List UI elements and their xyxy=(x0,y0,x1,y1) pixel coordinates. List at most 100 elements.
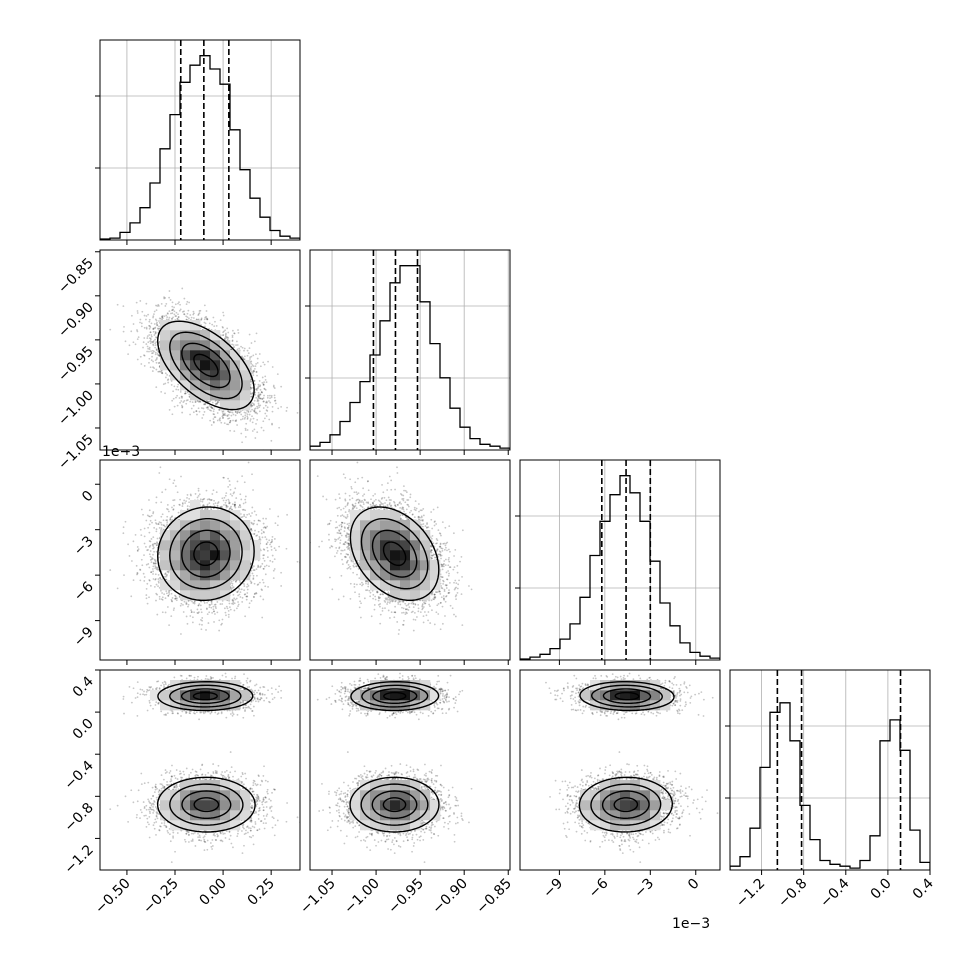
scatter-point xyxy=(236,410,239,412)
scatter-point xyxy=(250,387,252,390)
scatter-point xyxy=(152,344,155,347)
scatter-point xyxy=(218,409,221,411)
scatter-point xyxy=(149,342,152,345)
scatter-point xyxy=(160,315,163,318)
scatter-point xyxy=(172,390,175,393)
scatter-point xyxy=(157,305,160,307)
scatter-point xyxy=(258,410,261,413)
scatter-point xyxy=(139,355,142,358)
scatter-point xyxy=(180,400,183,402)
scatter-point xyxy=(226,336,229,339)
scatter-point xyxy=(244,414,247,417)
scatter-point xyxy=(180,404,183,407)
scatter-point xyxy=(197,313,200,316)
scatter-point xyxy=(140,325,143,328)
scatter-point xyxy=(251,391,254,394)
scatter-point xyxy=(251,404,254,407)
scatter-point xyxy=(190,407,193,410)
scatter-point xyxy=(225,337,228,339)
scatter-point xyxy=(208,404,211,407)
scatter-point xyxy=(241,418,244,420)
scatter-point xyxy=(221,415,224,418)
scatter-point xyxy=(130,314,133,317)
scatter-point xyxy=(208,322,211,325)
scatter-point xyxy=(256,361,259,364)
scatter-point xyxy=(153,350,155,353)
scatter-point xyxy=(215,325,218,327)
scatter-point xyxy=(171,312,174,315)
scatter-point xyxy=(271,410,274,413)
scatter-point xyxy=(175,396,177,399)
scatter-point xyxy=(203,318,206,321)
scatter-point xyxy=(215,402,218,405)
scatter-point xyxy=(155,332,157,334)
scatter-point xyxy=(148,318,151,321)
scatter-point xyxy=(262,400,265,403)
scatter-point xyxy=(264,412,267,415)
scatter-point xyxy=(236,412,239,415)
scatter-point xyxy=(181,411,184,414)
scatter-point xyxy=(253,399,256,402)
scatter-point xyxy=(219,334,222,337)
scatter-point xyxy=(260,426,263,429)
scatter-point xyxy=(273,394,276,397)
scatter-point xyxy=(152,327,155,330)
scatter-point xyxy=(135,301,138,304)
scatter-point xyxy=(141,310,144,313)
scatter-point xyxy=(116,303,119,306)
scatter-point xyxy=(229,419,232,422)
scatter-point xyxy=(156,305,159,307)
scatter-point xyxy=(262,397,265,399)
scatter-point xyxy=(262,407,265,409)
scatter-point xyxy=(254,383,256,386)
scatter-point xyxy=(171,309,174,312)
scatter-point xyxy=(252,354,255,357)
scatter-point xyxy=(198,312,201,314)
scatter-point xyxy=(184,390,187,393)
scatter-point xyxy=(185,399,188,402)
scatter-point xyxy=(253,404,255,406)
scatter-point xyxy=(246,349,249,352)
scatter-point xyxy=(156,356,158,359)
scatter-point xyxy=(238,411,240,414)
scatter-point xyxy=(231,411,234,414)
scatter-point xyxy=(140,363,143,365)
scatter-point xyxy=(250,362,253,365)
scatter-point xyxy=(216,401,219,404)
scatter-point xyxy=(210,405,213,408)
scatter-point xyxy=(258,406,261,409)
scatter-point xyxy=(258,379,261,382)
scatter-point xyxy=(148,324,150,327)
scatter-point xyxy=(269,397,271,400)
scatter-point xyxy=(145,326,148,329)
scatter-point xyxy=(132,341,135,344)
scatter-point xyxy=(181,405,184,408)
scatter-point xyxy=(197,401,200,403)
scatter-point xyxy=(154,351,157,354)
scatter-point xyxy=(246,429,249,431)
scatter-point xyxy=(185,303,188,306)
scatter-point xyxy=(204,316,207,319)
scatter-point xyxy=(252,369,255,372)
scatter-point xyxy=(280,405,283,408)
scatter-point xyxy=(255,388,258,390)
scatter-point xyxy=(150,340,153,343)
scatter-point xyxy=(257,404,260,407)
scatter-point xyxy=(227,413,230,416)
scatter-point xyxy=(168,296,171,299)
scatter-point xyxy=(256,357,259,360)
scatter-point xyxy=(227,423,230,426)
scatter-point xyxy=(171,305,174,308)
scatter-point xyxy=(155,319,158,322)
scatter-point xyxy=(194,401,197,403)
scatter-point xyxy=(183,313,186,315)
scatter-point xyxy=(175,311,178,314)
scatter-point xyxy=(271,422,273,425)
scatter-point xyxy=(234,414,237,417)
scatter-point xyxy=(250,404,253,407)
scatter-point xyxy=(165,376,167,379)
scatter-point xyxy=(185,402,188,405)
scatter-point xyxy=(243,355,246,358)
scatter-point xyxy=(153,310,156,313)
scatter-point xyxy=(148,325,151,327)
